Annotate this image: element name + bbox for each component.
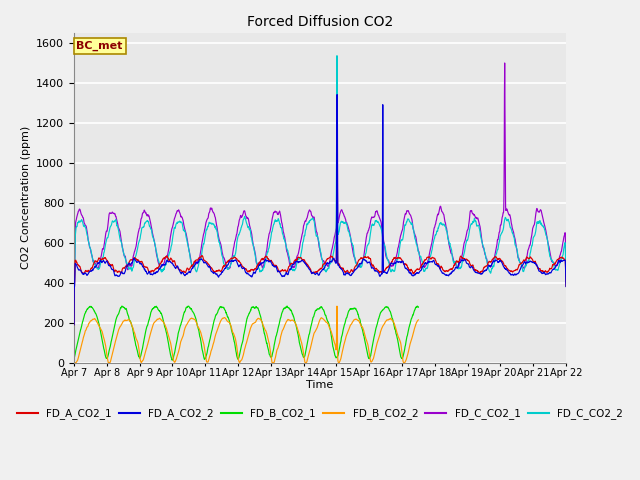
X-axis label: Time: Time [307,380,333,390]
Y-axis label: CO2 Concentration (ppm): CO2 Concentration (ppm) [20,126,31,269]
Legend: FD_A_CO2_1, FD_A_CO2_2, FD_B_CO2_1, FD_B_CO2_2, FD_C_CO2_1, FD_C_CO2_2: FD_A_CO2_1, FD_A_CO2_2, FD_B_CO2_1, FD_B… [13,404,627,423]
Text: BC_met: BC_met [77,41,123,51]
Title: Forced Diffusion CO2: Forced Diffusion CO2 [247,15,393,29]
